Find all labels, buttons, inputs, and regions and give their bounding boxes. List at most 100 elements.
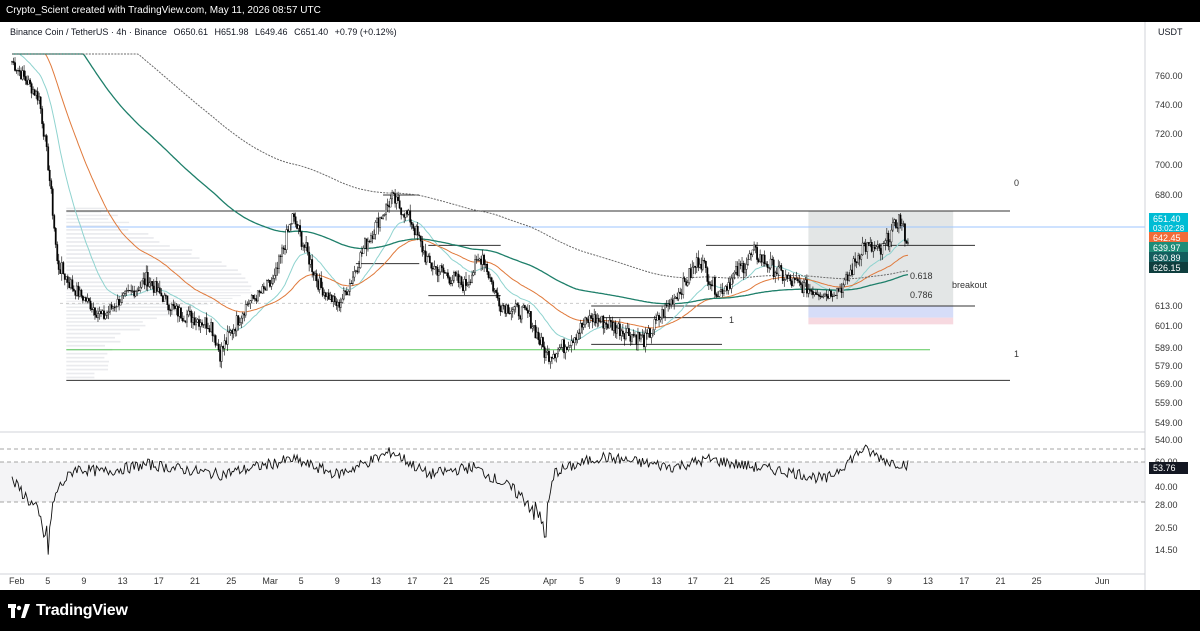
candle-body (284, 248, 286, 250)
candle-body (377, 217, 380, 228)
candle-body (641, 334, 644, 336)
volume-profile-bar (66, 310, 179, 312)
volume-profile-bar (66, 306, 195, 309)
time-tick-label: 21 (190, 576, 200, 586)
price-axis[interactable]: 760.00740.00720.00700.00680.00660.00613.… (1155, 71, 1183, 555)
ma1-price-value: 642.45 (1153, 233, 1181, 243)
candle-body (834, 294, 837, 296)
candle-body (327, 292, 330, 300)
candle-body (510, 310, 513, 315)
candle-body (858, 255, 861, 260)
candle-body (563, 339, 565, 354)
chart-panel[interactable]: 760.00740.00720.00700.00680.00660.00613.… (0, 22, 1200, 590)
price-chart-svg[interactable]: 760.00740.00720.00700.00680.00660.00613.… (0, 22, 1200, 590)
candle-body (537, 331, 540, 341)
candle-body (650, 333, 653, 338)
candle-body (507, 304, 510, 314)
legend-change: +0.79 (+0.12%) (335, 27, 397, 37)
candle-body (394, 193, 397, 204)
candle-body (192, 317, 194, 323)
candle-body (581, 323, 584, 328)
price-tick-label: 549.00 (1155, 418, 1183, 428)
time-tick-label: 17 (959, 576, 969, 586)
candle-body (347, 291, 350, 296)
candle-body (371, 235, 374, 239)
candle-body (501, 305, 504, 313)
candle-body (765, 263, 768, 265)
candle-body (644, 332, 647, 348)
candle-body (287, 229, 289, 232)
time-tick-label: 17 (688, 576, 698, 586)
legend-low: L649.46 (255, 27, 288, 37)
tradingview-logo[interactable]: TradingView (8, 602, 128, 620)
candle-body (741, 263, 743, 266)
candle-body (816, 294, 819, 296)
ma-long-line (12, 53, 909, 305)
time-axis[interactable]: Feb 5 9 13 17 21 25 Mar 5 9 13 17 21 25 Apr 5 9 13 17 21 25 M… (9, 576, 1110, 586)
candle-body (652, 329, 654, 334)
candle-body (662, 309, 665, 317)
candle-body (35, 91, 38, 96)
candle-body (751, 249, 754, 255)
candle-body (136, 289, 139, 292)
candle-body (447, 272, 449, 278)
candle-body (505, 304, 508, 314)
candle-body (241, 313, 244, 319)
price-tick-label: 760.00 (1155, 71, 1183, 81)
candle-body (20, 71, 22, 80)
candle-body (338, 301, 341, 308)
candle-body (637, 332, 639, 345)
fib-label-top-zero: 0 (1014, 178, 1019, 188)
candle-body (778, 265, 781, 267)
candle-body (673, 298, 676, 305)
candle-body (56, 244, 59, 261)
candle-body (285, 229, 288, 250)
candle-body (629, 335, 632, 342)
candle-body (631, 334, 633, 342)
candle-body (341, 298, 344, 303)
candle-body (870, 242, 873, 252)
candle-body (545, 352, 547, 358)
candle-body (395, 196, 398, 204)
candle-body (775, 272, 778, 275)
candle-body (66, 276, 69, 283)
candle-body (843, 279, 846, 286)
candle-body (845, 274, 848, 281)
candle-body (893, 219, 896, 223)
candle-body (643, 334, 645, 348)
candle-body (819, 295, 822, 297)
candle-body (404, 210, 407, 218)
candle-body (801, 284, 804, 293)
candle-body (157, 287, 160, 292)
candle-body (677, 291, 680, 300)
candle-body (582, 324, 585, 328)
candle-body (355, 270, 357, 272)
candle-body (759, 254, 762, 262)
candle-body (398, 200, 401, 209)
candle-body (496, 292, 499, 299)
candle-body (899, 214, 902, 227)
candle-body (33, 89, 36, 96)
candle-body (148, 282, 151, 287)
candle-body (226, 331, 229, 345)
candle-body (18, 70, 21, 72)
candle-body (247, 303, 250, 305)
ma3-price-box (1149, 252, 1188, 263)
candle-body (646, 332, 648, 334)
candle-body (655, 319, 657, 321)
candle-body (836, 288, 838, 296)
candle-body (211, 322, 214, 337)
candle-body (905, 240, 908, 244)
price-tick-label: 613.00 (1155, 301, 1183, 311)
candle-body (235, 315, 238, 332)
candle-body (302, 245, 305, 247)
candle-body (611, 321, 614, 331)
rsi-tick-label: 40.00 (1155, 482, 1178, 492)
candle-body (493, 290, 496, 292)
candle-body (579, 323, 582, 334)
candle-body (884, 240, 887, 244)
candle-body (869, 242, 872, 245)
candle-body (516, 303, 519, 306)
candle-body (873, 246, 876, 250)
candle-body (362, 248, 365, 254)
